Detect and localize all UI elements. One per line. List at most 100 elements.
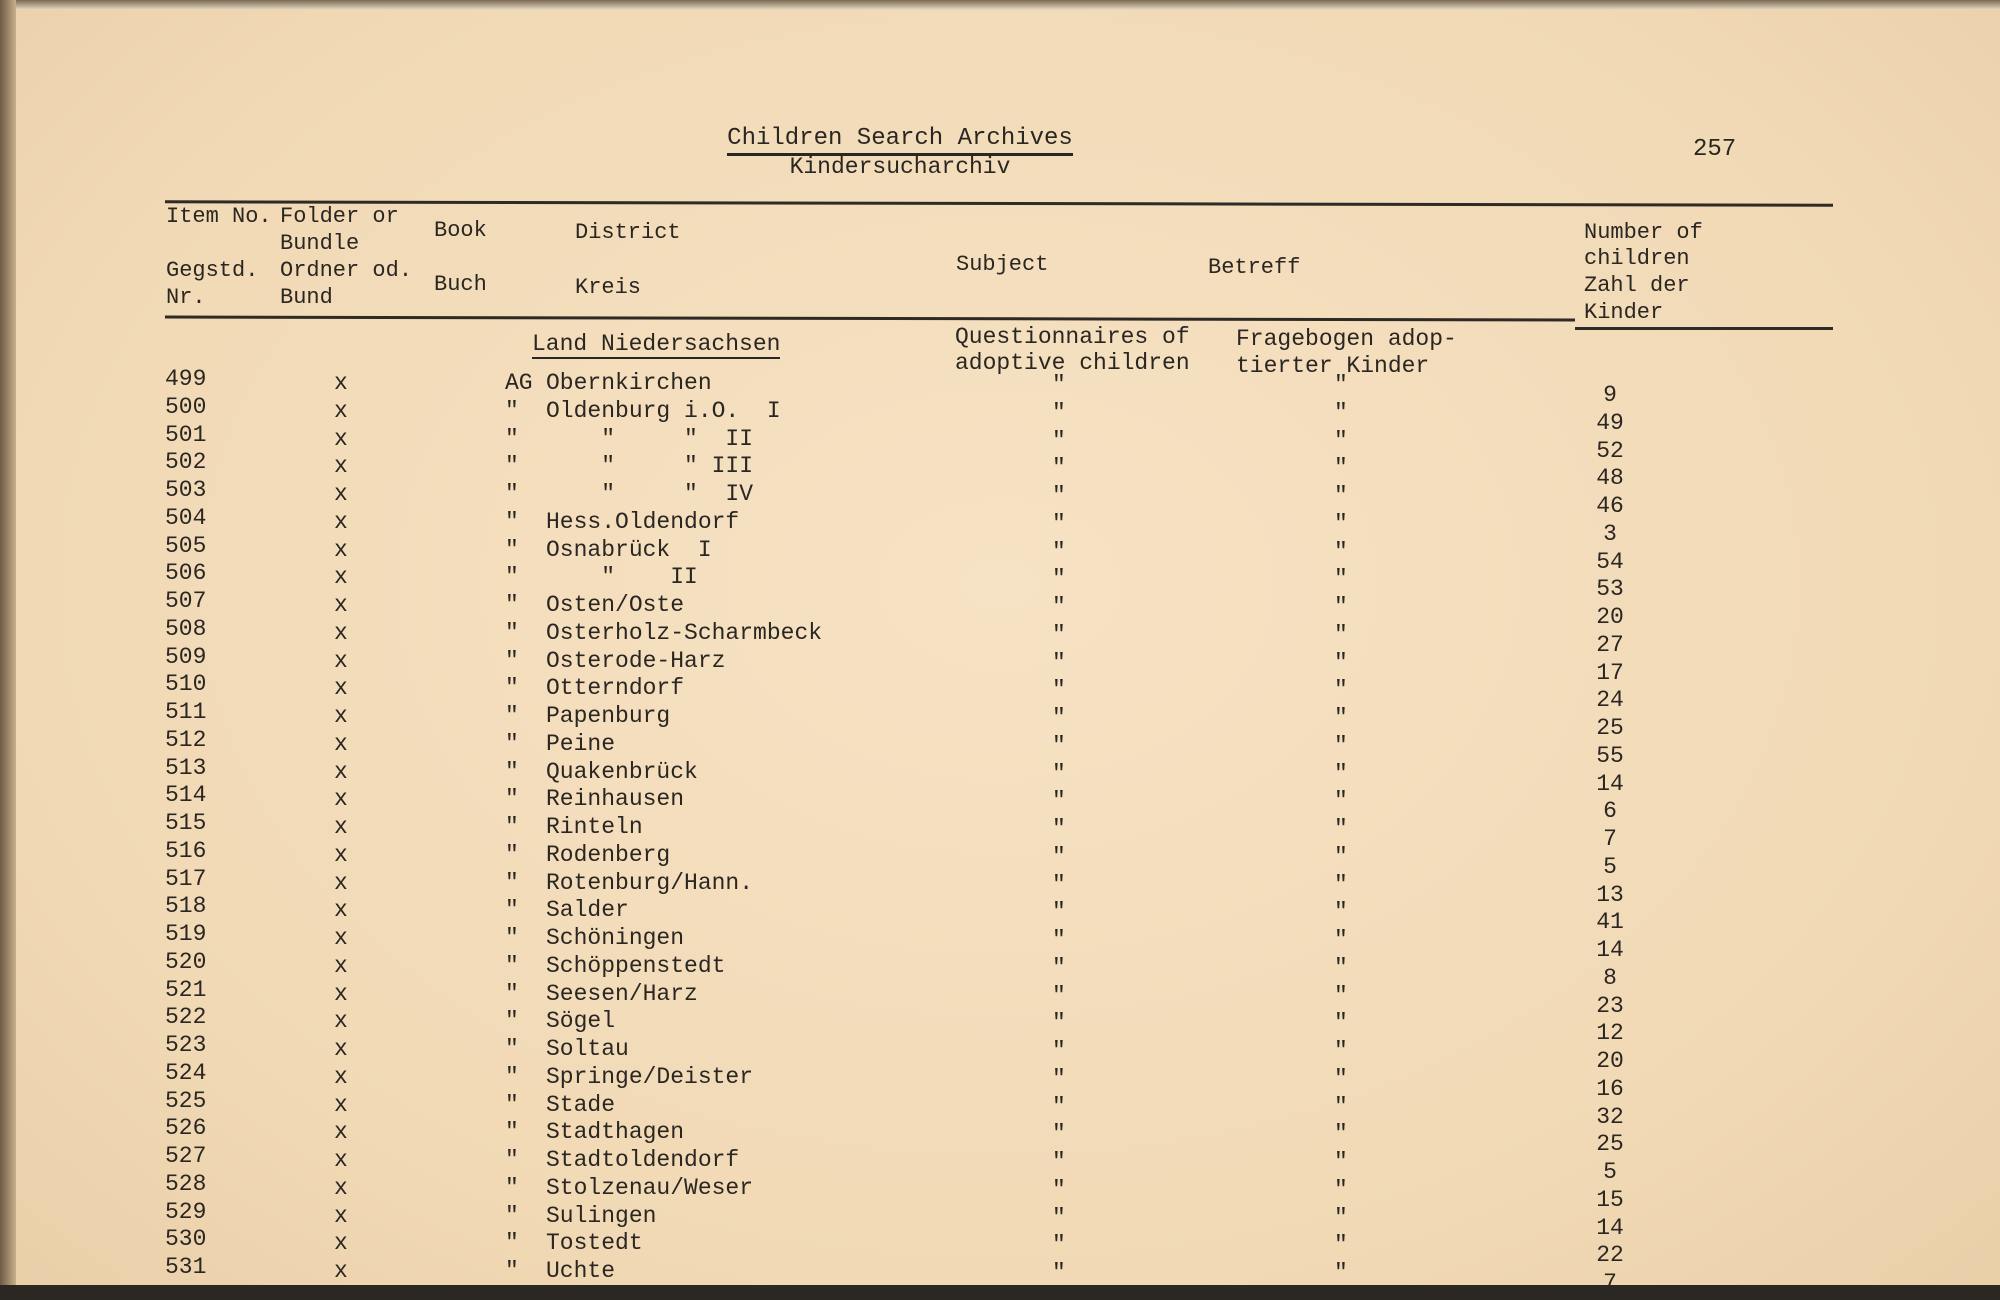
folder-mark: x	[334, 1174, 348, 1201]
district-name: Papenburg	[546, 703, 671, 729]
children-count: 8	[1603, 964, 1617, 991]
folder-mark: x	[334, 1063, 348, 1090]
betreff-ditto: "	[1334, 732, 1348, 759]
betreff-line-2: tierter Kinder	[1236, 353, 1430, 379]
item-number: 501	[165, 421, 207, 448]
book-ref: "	[505, 1036, 519, 1062]
book-ref: "	[505, 1258, 519, 1284]
folder-mark: x	[334, 1091, 348, 1118]
subject-ditto: "	[1052, 566, 1066, 593]
betreff-ditto: "	[1334, 649, 1348, 676]
scan-edge-top	[0, 0, 2000, 10]
folder-mark: x	[334, 1008, 348, 1035]
folder-mark: x	[334, 675, 348, 702]
item-number: 519	[165, 921, 207, 947]
folder-mark: x	[334, 1119, 348, 1146]
children-count: 53	[1596, 576, 1624, 603]
betreff-ditto: "	[1334, 705, 1348, 731]
district-name: Soltau	[546, 1036, 629, 1062]
subject-ditto: "	[1052, 1149, 1066, 1175]
district-name: Osten/Oste	[546, 592, 685, 618]
subject-ditto: "	[1052, 705, 1066, 731]
children-count: 54	[1596, 548, 1624, 575]
col-count-2: children	[1584, 246, 1690, 271]
item-number: 531	[165, 1254, 207, 1280]
item-number: 512	[165, 726, 207, 753]
children-count: 5	[1603, 853, 1617, 880]
col-betreff: Betreff	[1208, 255, 1301, 280]
binding-edge	[0, 0, 16, 1300]
folder-mark: x	[334, 952, 348, 979]
item-number: 503	[165, 477, 207, 503]
book-ref: "	[505, 619, 519, 646]
item-number: 523	[165, 1032, 207, 1058]
children-count: 15	[1596, 1186, 1624, 1213]
betreff-ditto: "	[1334, 871, 1348, 898]
subject-ditto: "	[1052, 732, 1066, 759]
district-name: Rodenberg	[546, 841, 671, 868]
col-folder-en: Folder or	[280, 204, 399, 229]
children-count: 49	[1596, 409, 1624, 436]
betreff-ditto: "	[1334, 927, 1348, 953]
children-count: 25	[1596, 1131, 1624, 1158]
district-name: " " IV	[546, 481, 754, 507]
subject-ditto: "	[1052, 455, 1066, 482]
subject-ditto: "	[1052, 871, 1066, 898]
folder-mark: x	[334, 425, 348, 452]
district-name: Osterholz-Scharmbeck	[546, 619, 823, 646]
betreff-ditto: "	[1334, 1260, 1348, 1286]
district-name: Tostedt	[546, 1230, 643, 1257]
book-ref: "	[505, 1091, 519, 1118]
book-ref: "	[505, 758, 519, 785]
col-district-de: Kreis	[575, 275, 642, 300]
district-name: Schöppenstedt	[546, 952, 726, 979]
children-count: 5	[1603, 1159, 1617, 1185]
book-ref: "	[505, 453, 519, 480]
item-number: 513	[165, 754, 207, 781]
betreff-ditto: "	[1334, 455, 1348, 482]
children-count: 6	[1603, 798, 1617, 825]
district-name: Stadthagen	[546, 1119, 685, 1146]
children-count: 22	[1596, 1242, 1624, 1269]
book-ref: "	[505, 1202, 519, 1229]
district-name: Stade	[546, 1091, 616, 1118]
betreff-ditto: "	[1334, 1121, 1348, 1148]
children-count: 14	[1596, 770, 1624, 797]
children-count: 12	[1596, 1020, 1624, 1047]
col-book-en: Book	[434, 218, 487, 243]
children-count: 46	[1596, 493, 1624, 519]
district-name: Schöningen	[546, 925, 685, 951]
folder-mark: x	[334, 1258, 348, 1284]
folder-mark: x	[334, 703, 348, 729]
subject-ditto: "	[1052, 1260, 1066, 1286]
children-count: 55	[1596, 742, 1624, 769]
book-ref: "	[505, 897, 519, 924]
subject-ditto: "	[1052, 594, 1066, 620]
district-name: Springe/Deister	[546, 1063, 754, 1090]
subject-ditto: "	[1052, 1121, 1066, 1148]
district-name: Sögel	[546, 1008, 616, 1035]
region-heading: Land Niedersachsen	[532, 331, 781, 359]
item-number: 510	[165, 671, 207, 698]
subject-ditto: "	[1052, 760, 1066, 787]
page-subtitle: Kindersucharchiv	[789, 154, 1011, 180]
book-ref: "	[505, 841, 519, 868]
book-ref: "	[505, 925, 519, 951]
children-count: 20	[1596, 1048, 1624, 1074]
folder-mark: x	[334, 370, 348, 396]
book-ref: "	[505, 1119, 519, 1146]
folder-mark: x	[334, 841, 348, 868]
subject-ditto: "	[1052, 1065, 1066, 1092]
item-number: 524	[165, 1059, 207, 1086]
folder-mark: x	[334, 508, 348, 535]
subject-ditto: "	[1052, 1176, 1066, 1203]
col-count-1: Number of	[1584, 220, 1703, 245]
betreff-ditto: "	[1334, 816, 1348, 842]
children-count: 13	[1596, 881, 1624, 908]
item-number: 511	[165, 699, 207, 725]
subject-ditto: "	[1052, 677, 1066, 704]
betreff-ditto: "	[1334, 1149, 1348, 1175]
betreff-ditto: "	[1334, 760, 1348, 787]
subject-ditto: "	[1052, 1038, 1066, 1064]
subject-ditto: "	[1052, 621, 1066, 648]
